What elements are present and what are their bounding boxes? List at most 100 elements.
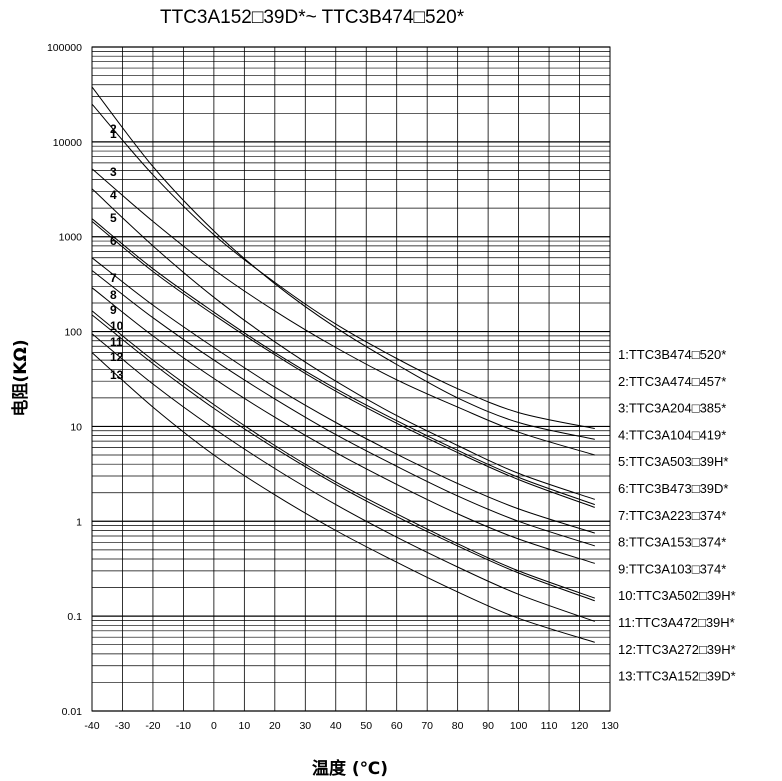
title-part: 39D*~ TTC3B474 <box>263 7 414 28</box>
chart-title: TTC3A152□39D*~ TTC3B474□520* <box>160 7 465 28</box>
curve-10 <box>91 310 595 599</box>
square-glyph-icon: □ <box>692 535 700 550</box>
legend-part: 6:TTC3B473 <box>618 481 692 496</box>
legend-part: 8:TTC3A153 <box>618 535 692 550</box>
legend-part: 520* <box>700 347 727 362</box>
x-tick-label: 90 <box>482 720 494 732</box>
x-tick-label: 40 <box>330 720 342 732</box>
y-tick-label: 1000 <box>59 232 83 244</box>
curve-5 <box>91 218 595 506</box>
curves <box>91 86 595 643</box>
square-glyph-icon: □ <box>692 401 700 416</box>
legend-part: 11:TTC3A472 <box>618 615 698 630</box>
x-tick-label: 130 <box>601 720 619 732</box>
curve-label: 7 <box>110 271 117 285</box>
x-tick-label: 70 <box>421 720 433 732</box>
x-tick-label: 10 <box>239 720 251 732</box>
curve-label: 12 <box>110 350 124 364</box>
legend-part: 10:TTC3A502 <box>618 588 699 603</box>
legend-part: 2:TTC3A474 <box>618 374 692 389</box>
y-axis-label: 电阻(KΩ) <box>10 339 31 416</box>
legend-entry: 13:TTC3A152□39D* <box>618 669 736 684</box>
y-tick-label: 0.01 <box>62 706 83 718</box>
legend: 1:TTC3B474□520* 2:TTC3A474□457* 3:TTC3A204… <box>618 347 736 684</box>
curve-8 <box>91 270 595 547</box>
y-tick-labels: 0.01 0.1 1 10 100 1000 10000 100000 <box>47 42 82 718</box>
curve-1 <box>91 86 595 440</box>
curve-13 <box>91 352 595 643</box>
legend-part: 9:TTC3A103 <box>618 561 692 576</box>
curve-label: 2 <box>110 122 117 136</box>
title-part: TTC3A152 <box>160 7 252 28</box>
x-tick-label: -40 <box>84 720 99 732</box>
legend-entry: 2:TTC3A474□457* <box>618 374 726 389</box>
legend-part: 39D* <box>700 481 729 496</box>
legend-part: 39D* <box>707 669 736 684</box>
legend-part: 374* <box>700 561 727 576</box>
square-glyph-icon: □ <box>699 588 707 603</box>
legend-part: 13:TTC3A152 <box>618 669 699 684</box>
legend-entry: 5:TTC3A503□39H* <box>618 454 728 469</box>
curve-2 <box>91 103 595 429</box>
y-tick-label: 1 <box>76 516 82 528</box>
curve-6 <box>91 221 595 508</box>
square-glyph-icon: □ <box>414 7 426 28</box>
square-glyph-icon: □ <box>692 347 700 362</box>
square-glyph-icon: □ <box>692 561 700 576</box>
legend-entry: 11:TTC3A472□39H* <box>618 615 735 630</box>
square-glyph-icon: □ <box>699 642 707 657</box>
curve-3 <box>91 168 595 456</box>
x-tick-label: -10 <box>176 720 191 732</box>
plot-frame <box>91 46 611 712</box>
y-tick-label: 100000 <box>47 42 82 54</box>
legend-entry: 6:TTC3B473□39D* <box>618 481 728 496</box>
legend-part: 5:TTC3A503 <box>618 454 692 469</box>
legend-part: 39H* <box>700 454 729 469</box>
x-tick-label: 30 <box>299 720 311 732</box>
grid <box>91 46 611 712</box>
curve-label: 11 <box>110 335 123 349</box>
curve-4 <box>91 188 595 500</box>
legend-part: 374* <box>700 508 727 523</box>
curve-7 <box>91 257 595 534</box>
curve-label: 8 <box>110 288 117 302</box>
x-tick-labels: -40 -30 -20 -10 0 10 20 30 40 50 60 70 80 90 100 110 120… <box>84 720 619 732</box>
x-tick-label: 110 <box>541 720 558 732</box>
square-glyph-icon: □ <box>692 481 700 496</box>
square-glyph-icon: □ <box>252 7 264 28</box>
x-tick-label: 20 <box>269 720 281 732</box>
legend-part: 374* <box>700 535 727 550</box>
square-glyph-icon: □ <box>692 427 700 442</box>
x-tick-label: 100 <box>510 720 528 732</box>
legend-entry: 7:TTC3A223□374* <box>618 508 726 523</box>
square-glyph-icon: □ <box>692 508 700 523</box>
legend-entry: 9:TTC3A103□374* <box>618 561 726 576</box>
curve-label: 9 <box>110 303 117 317</box>
x-tick-label: 50 <box>360 720 372 732</box>
curve-12 <box>91 333 595 622</box>
legend-part: 4:TTC3A104 <box>618 427 692 442</box>
legend-entry: 8:TTC3A153□374* <box>618 535 726 550</box>
legend-entry: 1:TTC3B474□520* <box>618 347 726 362</box>
y-tick-label: 0.1 <box>67 611 82 623</box>
curve-label: 1 <box>110 127 117 141</box>
legend-part: 39H* <box>706 615 735 630</box>
legend-part: 3:TTC3A204 <box>618 401 692 416</box>
x-axis-label: 温度 (℃) <box>312 758 388 779</box>
curve-label: 13 <box>110 368 124 382</box>
curve-9 <box>91 287 595 564</box>
legend-entry: 3:TTC3A204□385* <box>618 401 726 416</box>
title-part: 520* <box>425 7 465 28</box>
square-glyph-icon: □ <box>692 454 700 469</box>
curve-label: 6 <box>110 234 117 248</box>
legend-part: 385* <box>700 401 727 416</box>
curve-label: 4 <box>110 188 117 202</box>
curve-label: 10 <box>110 319 124 333</box>
x-tick-label: 60 <box>391 720 403 732</box>
curve-label: 3 <box>110 165 117 179</box>
y-tick-label: 10 <box>70 421 82 433</box>
legend-part: 7:TTC3A223 <box>618 508 692 523</box>
x-tick-label: -20 <box>145 720 160 732</box>
